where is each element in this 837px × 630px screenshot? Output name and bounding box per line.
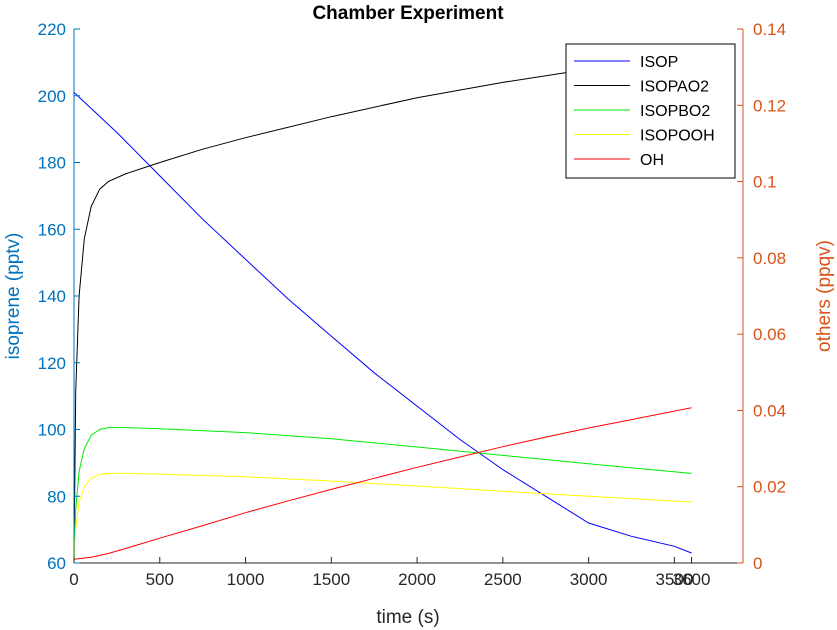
legend: ISOP ISOPAO2 ISOPBO2 ISOPOOH OH — [565, 43, 736, 179]
x-tick-label: 3000 — [570, 570, 608, 589]
legend-label-isopao2: ISOPAO2 — [640, 79, 709, 96]
x-tick-label: 1500 — [312, 570, 350, 589]
series-line-isop — [73, 92, 692, 554]
x-tick-label: 2500 — [484, 570, 522, 589]
legend-label-isop: ISOP — [640, 54, 678, 71]
legend-items: ISOP ISOPAO2 ISOPBO2 ISOPOOH OH — [574, 54, 715, 169]
legend-label-oh: OH — [640, 152, 664, 169]
series-line-isopbo2 — [73, 427, 692, 564]
x-tick-label: 1000 — [227, 570, 265, 589]
y-right-tick-label: 0.02 — [753, 478, 786, 497]
y-right-tick-label: 0.12 — [753, 96, 786, 115]
y-left-tick-label: 120 — [38, 354, 66, 373]
y-right-tick-label: 0.04 — [753, 401, 786, 420]
y-left-tick-label: 140 — [38, 287, 66, 306]
legend-label-isopooh: ISOPOOH — [640, 128, 715, 145]
y-left-tick-label: 160 — [38, 220, 66, 239]
x-tick-label: 500 — [146, 570, 174, 589]
legend-box — [565, 43, 736, 179]
y-left-tick-label: 200 — [38, 87, 66, 106]
y-axis-left-label: isoprene (pptv) — [3, 233, 24, 360]
y-left-tick-label: 220 — [38, 20, 66, 39]
x-tick-label: 2000 — [398, 570, 436, 589]
chart-title: Chamber Experiment — [312, 3, 504, 24]
y-left-tick-label: 100 — [38, 421, 66, 440]
series-line-oh — [73, 407, 692, 560]
x-tick-label: 0 — [69, 570, 78, 589]
y-axis-right-label: others (ppqv) — [814, 240, 835, 352]
y-right-tick-label: 0.14 — [753, 20, 786, 39]
x-tick-label: 3600 — [673, 570, 711, 589]
axes-layer: 0 500 1000 1500 2000 2500 3000 3500360060801001… — [38, 20, 786, 589]
y-right-tick-label: 0.06 — [753, 325, 786, 344]
y-left-tick-label: 60 — [47, 554, 66, 573]
y-right-tick-label: 0.1 — [753, 173, 777, 192]
y-right-tick-label: 0 — [753, 554, 762, 573]
y-left-tick-label: 180 — [38, 154, 66, 173]
y-right-tick-label: 0.08 — [753, 249, 786, 268]
x-tick-label: 3500 — [655, 570, 693, 589]
legend-label-isopbo2: ISOPBO2 — [640, 103, 710, 120]
y-left-tick-label: 80 — [47, 487, 66, 506]
series-line-isopooh — [73, 472, 692, 564]
x-axis-label: time (s) — [376, 607, 439, 628]
series-line-isopao2 — [73, 55, 692, 564]
series-layer — [73, 55, 692, 564]
